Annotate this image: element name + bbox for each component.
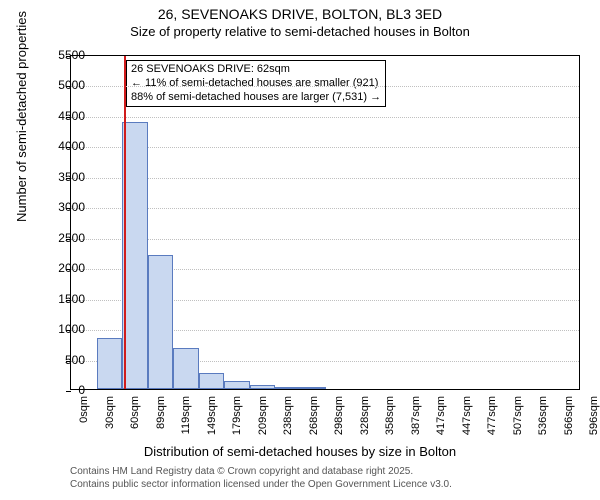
chart-title-block: 26, SEVENOAKS DRIVE, BOLTON, BL3 3ED Siz… [0, 0, 600, 39]
histogram-bar [224, 381, 250, 389]
ytick-label: 1000 [58, 322, 85, 336]
histogram-bar [275, 387, 301, 389]
property-annotation: 26 SEVENOAKS DRIVE: 62sqm ← 11% of semi-… [126, 60, 386, 107]
xtick-label: 477sqm [486, 396, 498, 446]
xtick-label: 179sqm [231, 396, 243, 446]
xtick-label: 358sqm [384, 396, 396, 446]
xtick-label: 149sqm [206, 396, 218, 446]
gridline [71, 86, 579, 87]
xtick-label: 566sqm [563, 396, 575, 446]
xtick-label: 328sqm [359, 396, 371, 446]
plot-area: 26 SEVENOAKS DRIVE: 62sqm ← 11% of semi-… [70, 55, 580, 390]
xtick-label: 89sqm [155, 396, 167, 446]
xtick-label: 30sqm [104, 396, 116, 446]
ytick-label: 5000 [58, 78, 85, 92]
ytick-label: 2000 [58, 261, 85, 275]
xtick-label: 238sqm [282, 396, 294, 446]
histogram-bar [199, 373, 225, 389]
ytick-label: 1500 [58, 292, 85, 306]
ytick-label: 4000 [58, 139, 85, 153]
chart-title-sub: Size of property relative to semi-detach… [0, 24, 600, 39]
histogram-bar [301, 387, 327, 389]
ytick-label: 0 [78, 383, 85, 397]
xtick-label: 268sqm [308, 396, 320, 446]
xtick-label: 596sqm [588, 396, 600, 446]
xtick-label: 507sqm [512, 396, 524, 446]
xtick-label: 387sqm [410, 396, 422, 446]
ytick-label: 4500 [58, 109, 85, 123]
ytick-label: 5500 [58, 48, 85, 62]
footnote-line1: Contains HM Land Registry data © Crown c… [70, 465, 452, 478]
ytick-label: 2500 [58, 231, 85, 245]
footnote-line2: Contains public sector information licen… [70, 478, 452, 491]
ytick-label: 3000 [58, 200, 85, 214]
xtick-label: 447sqm [461, 396, 473, 446]
chart-title-main: 26, SEVENOAKS DRIVE, BOLTON, BL3 3ED [0, 6, 600, 22]
xtick-label: 60sqm [129, 396, 141, 446]
histogram-bar [173, 348, 199, 389]
xtick-label: 536sqm [537, 396, 549, 446]
footnote: Contains HM Land Registry data © Crown c… [70, 465, 452, 491]
annotation-line3: 88% of semi-detached houses are larger (… [131, 91, 381, 105]
histogram-bar [97, 338, 123, 389]
property-marker-line [124, 56, 126, 389]
annotation-line2: ← 11% of semi-detached houses are smalle… [131, 77, 381, 91]
ytick-label: 500 [65, 353, 85, 367]
xtick-label: 0sqm [78, 396, 90, 446]
xtick-label: 298sqm [333, 396, 345, 446]
xtick-label: 417sqm [435, 396, 447, 446]
xtick-label: 209sqm [257, 396, 269, 446]
xtick-label: 119sqm [180, 396, 192, 446]
annotation-line1: 26 SEVENOAKS DRIVE: 62sqm [131, 63, 381, 77]
gridline [71, 117, 579, 118]
ytick-label: 3500 [58, 170, 85, 184]
chart-container: 26 SEVENOAKS DRIVE: 62sqm ← 11% of semi-… [70, 55, 580, 390]
ytick-mark [66, 391, 71, 392]
histogram-bar [148, 255, 174, 389]
x-axis-label: Distribution of semi-detached houses by … [0, 444, 600, 459]
histogram-bar [250, 385, 276, 389]
y-axis-label: Number of semi-detached properties [14, 11, 29, 222]
